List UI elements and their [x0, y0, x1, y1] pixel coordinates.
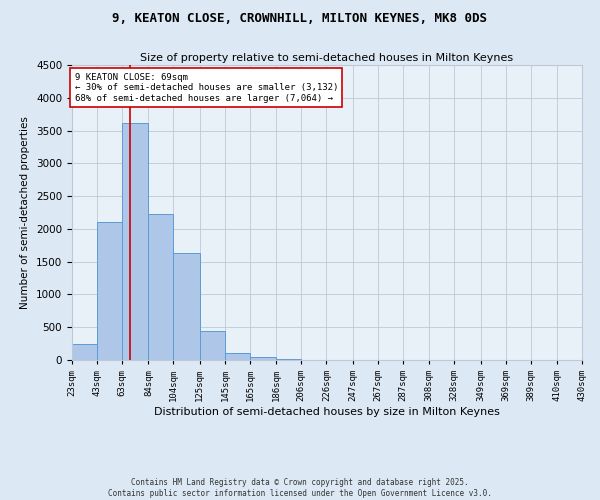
Bar [173, 253, 200, 360]
X-axis label: Distribution of semi-detached houses by size in Milton Keynes: Distribution of semi-detached houses by … [154, 407, 500, 417]
Bar [148, 214, 173, 360]
Bar [200, 331, 225, 360]
Bar [250, 358, 276, 360]
Bar [276, 359, 301, 360]
Text: 9, KEATON CLOSE, CROWNHILL, MILTON KEYNES, MK8 0DS: 9, KEATON CLOSE, CROWNHILL, MILTON KEYNE… [113, 12, 487, 26]
Title: Size of property relative to semi-detached houses in Milton Keynes: Size of property relative to semi-detach… [140, 53, 514, 63]
Y-axis label: Number of semi-detached properties: Number of semi-detached properties [20, 116, 31, 309]
Bar [97, 222, 122, 360]
Text: Contains HM Land Registry data © Crown copyright and database right 2025.
Contai: Contains HM Land Registry data © Crown c… [108, 478, 492, 498]
Bar [225, 354, 250, 360]
Bar [72, 344, 97, 360]
Text: 9 KEATON CLOSE: 69sqm
← 30% of semi-detached houses are smaller (3,132)
68% of s: 9 KEATON CLOSE: 69sqm ← 30% of semi-deta… [74, 73, 338, 102]
Bar [122, 122, 148, 360]
